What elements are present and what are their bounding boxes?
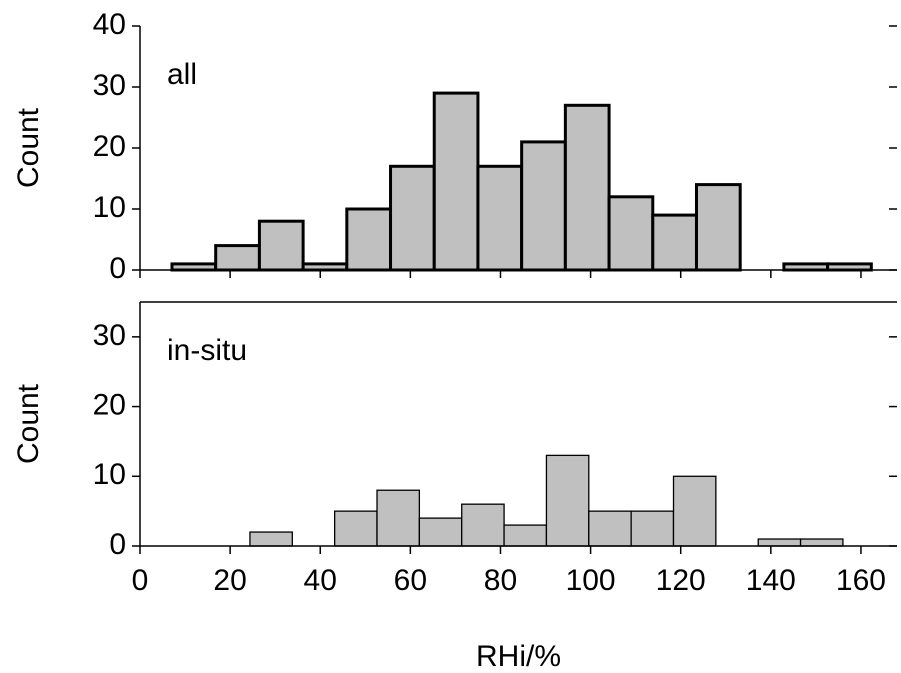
bar — [257, 219, 305, 272]
y-axis-label: Count — [12, 107, 45, 188]
bar — [503, 524, 548, 547]
y-tick-label: 0 — [109, 528, 126, 561]
bar — [826, 262, 873, 272]
bar — [563, 103, 611, 272]
y-tick-label: 20 — [93, 130, 126, 163]
bar — [672, 475, 717, 547]
panel: 0 10 20 30 40 Count all — [12, 8, 897, 285]
bar — [334, 510, 378, 547]
y-tick-label: 30 — [93, 319, 126, 352]
x-tick-label: 40 — [304, 564, 337, 597]
bar — [588, 510, 632, 547]
y-tick-label: 0 — [109, 252, 126, 285]
x-tick-label: 60 — [394, 564, 427, 597]
bar — [476, 164, 524, 272]
bar — [389, 164, 436, 272]
bar — [170, 262, 218, 272]
x-tick-label: 80 — [484, 564, 517, 597]
bar — [376, 489, 421, 547]
annotation: all — [167, 58, 197, 91]
x-tick-label: 160 — [836, 564, 886, 597]
bar — [345, 207, 393, 272]
x-tick-label: 140 — [746, 564, 796, 597]
x-axis-label: RHi/% — [476, 640, 561, 673]
bar — [694, 183, 742, 272]
y-axis-label: Count — [12, 383, 45, 464]
panel: 0 10 20 30 0 20 40 60 80 100 120 140 160 Count in-situ… — [12, 301, 897, 673]
bar — [799, 538, 844, 547]
bar — [757, 538, 802, 547]
bar — [607, 195, 655, 272]
x-tick-label: 100 — [566, 564, 616, 597]
y-tick-label: 10 — [93, 191, 126, 224]
y-tick-label: 30 — [93, 69, 126, 102]
bar — [214, 244, 261, 272]
x-tick-label: 120 — [656, 564, 706, 597]
x-tick-label: 20 — [213, 564, 246, 597]
y-tick-label: 10 — [93, 458, 126, 491]
bar — [651, 213, 698, 272]
bar — [249, 531, 293, 547]
bar — [301, 262, 349, 272]
bar — [432, 91, 480, 272]
annotation: in-situ — [167, 334, 247, 367]
bar — [418, 517, 463, 547]
bar — [630, 510, 675, 547]
y-tick-label: 20 — [93, 388, 126, 421]
bar — [545, 454, 590, 547]
bar — [461, 503, 505, 547]
bar — [782, 262, 830, 272]
x-tick-label: 0 — [132, 564, 149, 597]
y-tick-label: 40 — [93, 8, 126, 41]
bar — [520, 140, 567, 272]
